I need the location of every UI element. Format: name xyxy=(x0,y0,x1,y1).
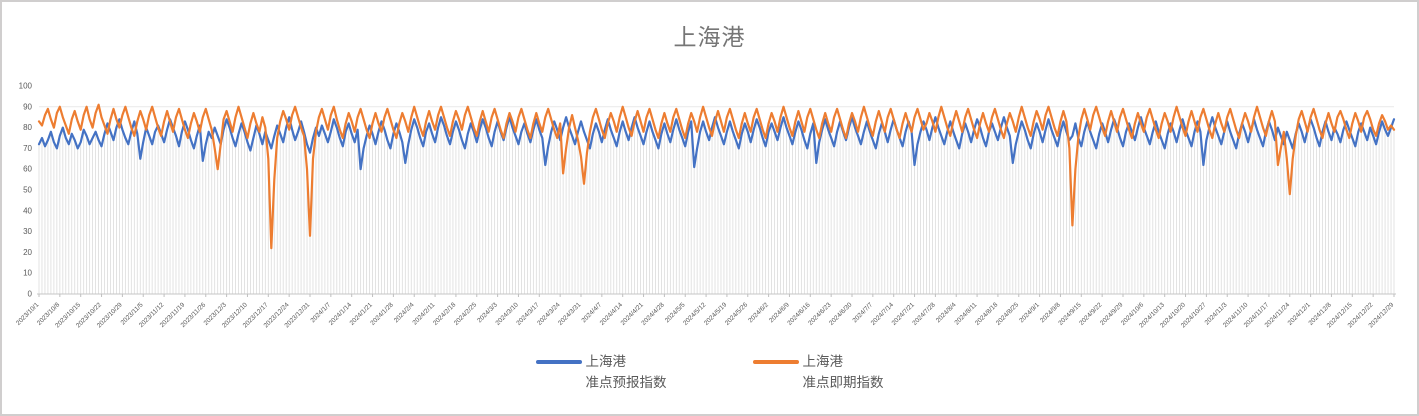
x-axis-label: 2024/6/30 xyxy=(828,301,854,327)
x-axis-label: 2024/1/28 xyxy=(369,301,395,327)
x-axis-label: 2024/3/31 xyxy=(557,301,583,327)
legend-label-forecast: 上海港 准点预报指数 xyxy=(586,351,667,393)
legend-forecast-line2: 准点预报指数 xyxy=(585,375,667,390)
y-axis-label: 10 xyxy=(23,269,32,278)
x-axis-label: 2024/8/25 xyxy=(995,301,1021,327)
x-axis-label: 2024/9/1 xyxy=(1018,301,1041,324)
y-axis-label: 50 xyxy=(23,186,32,195)
y-axis-label: 70 xyxy=(23,144,32,153)
legend-item-forecast: 上海港 准点预报指数 xyxy=(535,351,667,393)
series-line-spot xyxy=(37,103,1396,250)
x-axis-label: 2024/6/2 xyxy=(747,301,770,324)
legend-swatch-spot xyxy=(752,360,799,364)
chart-title: 上海港 xyxy=(673,24,746,50)
legend-swatch-forecast xyxy=(535,360,582,364)
legend-spot-line2: 准点即期指数 xyxy=(802,375,884,390)
y-axis-label: 80 xyxy=(23,123,32,132)
y-axis-label: 90 xyxy=(23,102,32,111)
y-axis-label: 60 xyxy=(23,165,32,174)
x-axis-label: 2024/5/26 xyxy=(724,301,750,327)
x-axis-label: 2024/2/25 xyxy=(453,301,479,327)
y-axis-label: 40 xyxy=(23,206,32,215)
y-axis-label: 30 xyxy=(23,227,32,236)
legend-item-spot: 上海港 准点即期指数 xyxy=(752,351,884,393)
y-axis-label: 100 xyxy=(19,82,33,91)
x-axis-label: 2024/7/28 xyxy=(911,301,937,327)
x-axis-label: 2024/4/28 xyxy=(640,301,666,327)
legend: 上海港准点预报指数 上海港准点即期指数 xyxy=(2,351,1417,393)
series-line-forecast xyxy=(37,116,1396,171)
legend-label-spot: 上海港 准点即期指数 xyxy=(803,351,884,393)
y-axis-label: 0 xyxy=(28,290,33,299)
y-axis-label: 20 xyxy=(23,248,32,257)
legend-forecast-line1: 上海港 xyxy=(585,354,627,369)
legend-spot-line1: 上海港 xyxy=(802,354,844,369)
